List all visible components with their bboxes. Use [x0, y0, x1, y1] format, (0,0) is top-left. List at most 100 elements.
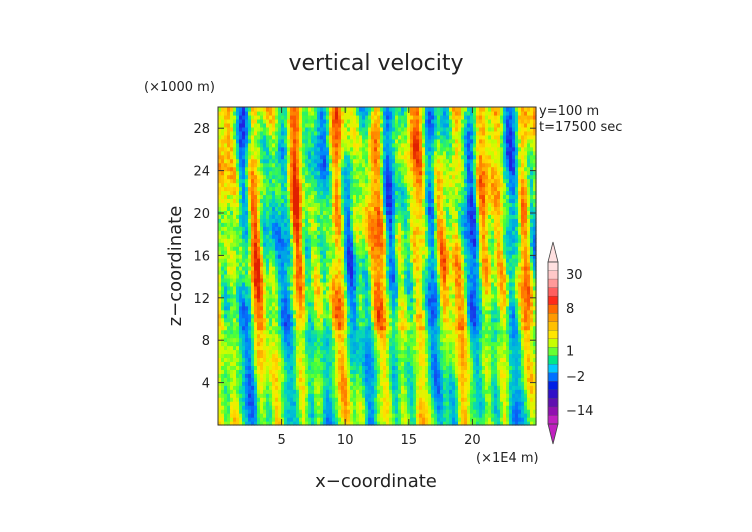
heatmap-cell	[347, 305, 351, 311]
heatmap-cell	[488, 421, 492, 426]
heatmap-cell	[272, 301, 276, 307]
heatmap-cell	[419, 373, 423, 378]
heatmap-cell	[410, 349, 414, 355]
heatmap-cell	[467, 385, 471, 390]
heatmap-cell	[323, 321, 327, 327]
heatmap-cell	[263, 266, 267, 271]
heatmap-cell	[359, 413, 363, 418]
heatmap-cell	[368, 377, 372, 382]
heatmap-cell	[371, 246, 375, 251]
heatmap-cell	[455, 413, 459, 418]
heatmap-cell	[428, 405, 432, 410]
heatmap-cell	[491, 266, 495, 271]
heatmap-cell	[224, 317, 228, 323]
heatmap-cell	[494, 393, 498, 398]
heatmap-cell	[251, 377, 255, 382]
heatmap-cell	[527, 361, 531, 366]
heatmap-cell	[257, 262, 261, 267]
heatmap-cell	[335, 317, 339, 323]
heatmap-cell	[287, 273, 291, 279]
heatmap-cell	[419, 313, 423, 319]
heatmap-cell	[392, 277, 396, 283]
heatmap-cell	[263, 297, 267, 303]
heatmap-cell	[416, 345, 420, 351]
heatmap-cell	[503, 305, 507, 311]
heatmap-cell	[233, 349, 237, 355]
heatmap-cell	[500, 417, 504, 422]
heatmap-cell	[482, 377, 486, 382]
heatmap-cell	[227, 381, 231, 386]
heatmap-cell	[365, 349, 369, 355]
heatmap-cell	[431, 317, 435, 323]
heatmap-cell	[392, 377, 396, 382]
heatmap-cell	[350, 258, 354, 263]
heatmap-cell	[314, 373, 318, 378]
heatmap-cell	[512, 273, 516, 279]
heatmap-cell	[278, 421, 282, 426]
heatmap-cell	[494, 409, 498, 414]
heatmap-cell	[269, 293, 273, 299]
heatmap-cell	[287, 397, 291, 402]
heatmap-cell	[323, 262, 327, 267]
heatmap-cell	[458, 289, 462, 295]
heatmap-cell	[437, 337, 441, 343]
heatmap-cell	[530, 393, 534, 398]
heatmap-cell	[275, 250, 279, 255]
heatmap-cell	[410, 341, 414, 347]
heatmap-cell	[503, 381, 507, 386]
heatmap-cell	[491, 329, 495, 335]
heatmap-cell	[485, 325, 489, 331]
heatmap-cell	[437, 321, 441, 327]
heatmap-cell	[452, 401, 456, 406]
heatmap-cell	[221, 309, 225, 315]
heatmap-cell	[242, 361, 246, 366]
heatmap-cell	[431, 377, 435, 382]
heatmap-cell	[299, 297, 303, 303]
heatmap-cell	[263, 353, 267, 359]
heatmap-cell	[368, 285, 372, 291]
heatmap-cell	[389, 413, 393, 418]
heatmap-cell	[362, 341, 366, 347]
heatmap-cell	[287, 258, 291, 263]
heatmap-cell	[311, 289, 315, 295]
heatmap-cell	[398, 281, 402, 287]
heatmap-cell	[386, 345, 390, 351]
heatmap-cell	[410, 357, 414, 363]
heatmap-cell	[329, 377, 333, 382]
heatmap-cell	[338, 277, 342, 283]
heatmap-cell	[458, 417, 462, 422]
heatmap-cell	[500, 301, 504, 307]
heatmap-cell	[221, 254, 225, 259]
heatmap-cell	[374, 337, 378, 343]
heatmap-cell	[521, 238, 525, 243]
heatmap-cell	[299, 266, 303, 271]
heatmap-cell	[263, 357, 267, 363]
heatmap-cell	[506, 377, 510, 382]
heatmap-cell	[524, 305, 528, 311]
heatmap-cell	[515, 365, 519, 370]
heatmap-cell	[326, 250, 330, 255]
heatmap-cell	[317, 281, 321, 287]
heatmap-cell	[440, 269, 444, 275]
heatmap-cell	[488, 373, 492, 378]
heatmap-cell	[473, 269, 477, 275]
heatmap-cell	[470, 321, 474, 327]
heatmap-cell	[524, 389, 528, 394]
heatmap-cell	[281, 262, 285, 267]
heatmap-cell	[230, 417, 234, 422]
heatmap-cell	[521, 357, 525, 363]
heatmap-cell	[257, 309, 261, 315]
heatmap-cell	[323, 317, 327, 323]
heatmap-cell	[260, 385, 264, 390]
heatmap-cell	[524, 373, 528, 378]
heatmap-cell	[527, 293, 531, 299]
heatmap-cell	[533, 266, 537, 271]
heatmap-cell	[470, 246, 474, 251]
heatmap-cell	[224, 369, 228, 374]
heatmap-cell	[533, 409, 537, 414]
heatmap-cell	[302, 238, 306, 243]
heatmap-cell	[263, 293, 267, 299]
heatmap-cell	[488, 349, 492, 355]
heatmap-cell	[329, 417, 333, 422]
